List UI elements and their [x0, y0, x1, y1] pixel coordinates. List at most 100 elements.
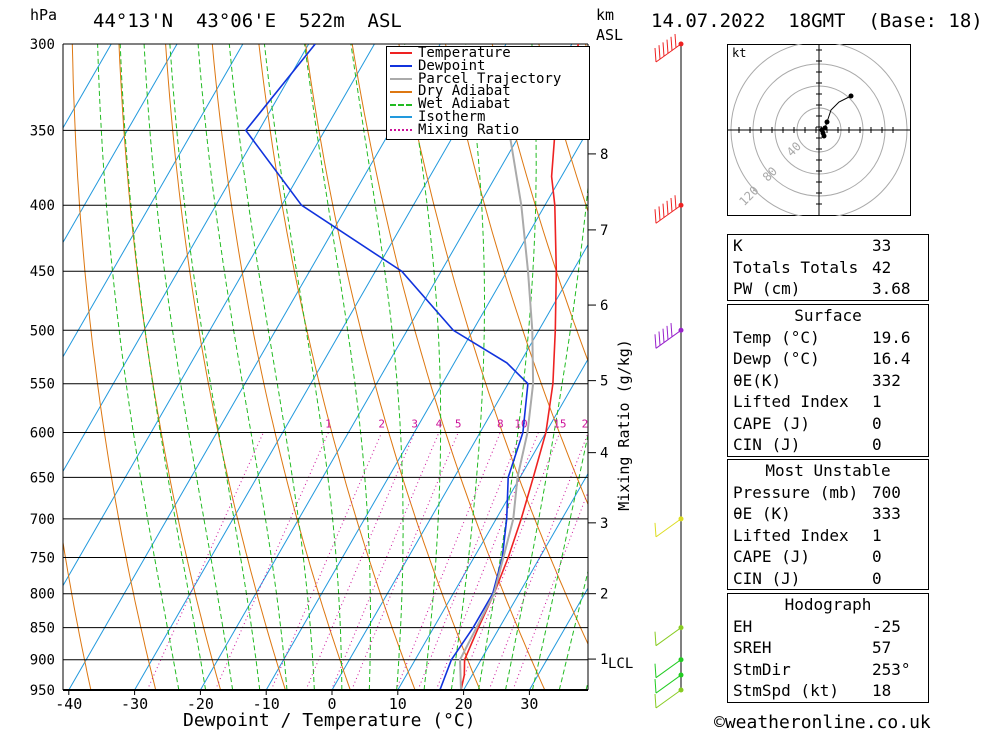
x-tick-label: 0	[327, 695, 336, 713]
surface-row: Temp (°C) 19.6	[728, 327, 928, 349]
wind-barb-staff	[655, 518, 682, 538]
wind-barb-staff	[655, 659, 682, 679]
most-unstable-label: CAPE (J)	[733, 547, 811, 566]
wind-barb-flag	[674, 195, 677, 210]
pressure-tick-label: 400	[30, 198, 55, 214]
x-tick-label: -10	[253, 695, 280, 713]
wind-barb-flag	[674, 33, 677, 49]
most-unstable-row: Pressure (mb) 700	[728, 482, 928, 504]
wind-barb-flag	[654, 663, 657, 678]
most-unstable-row: θE (K) 333	[728, 503, 928, 525]
hodograph-stat-value: -25	[872, 616, 901, 636]
hodograph-stat-value: 18	[872, 681, 892, 700]
dry-adiabat-line	[71, 44, 157, 690]
most-unstable-label: Pressure (mb)	[733, 482, 859, 502]
hodograph-unit: kt	[732, 46, 746, 60]
most-unstable-value: 1	[872, 525, 882, 545]
mixing-ratio-label: 4	[436, 417, 443, 430]
hodograph-table-title: Hodograph	[784, 595, 872, 614]
pressure-tick-label: 550	[30, 377, 55, 393]
hodograph-stat-row: StmSpd (kt) 18	[728, 680, 928, 702]
asl-unit-label: ASL	[596, 26, 624, 44]
most-unstable-row: CAPE (J) 0	[728, 546, 928, 568]
wind-barb-flag	[662, 203, 665, 218]
wind-barb-flag	[670, 323, 673, 338]
legend-item: Dry Adiabat	[387, 85, 589, 98]
lcl-label: LCL	[608, 656, 633, 672]
legend-label: Parcel Trajectory	[418, 70, 562, 87]
wet-adiabat-line	[143, 44, 234, 690]
legend-item: Wet Adiabat	[387, 97, 589, 111]
wet-adiabat-line	[532, 432, 588, 690]
legend-label: Dewpoint	[418, 57, 486, 74]
dry-adiabat-line	[445, 44, 588, 506]
isotherm-line	[63, 44, 112, 129]
isotherm-line	[331, 243, 588, 690]
surface-row: CAPE (J) 0	[728, 413, 928, 435]
hodograph-stat-row: StmDir 253°	[728, 659, 928, 681]
wind-barb	[654, 625, 684, 647]
hodograph-stat-label: StmDir	[733, 659, 791, 679]
wet-adiabat-line	[404, 44, 442, 690]
pressure-tick-label: 350	[30, 123, 55, 139]
mixing-ratio-label: 15	[553, 417, 566, 430]
mixing-ratio-label: 1	[325, 417, 332, 430]
surface-row: Dewp (°C) 16.4	[728, 348, 928, 370]
pressure-tick-label: 950	[30, 683, 55, 699]
wet-adiabat-line	[350, 44, 404, 690]
isotherm-line	[463, 472, 588, 690]
mixing-ratio-line	[488, 432, 588, 690]
wind-barb-flag	[658, 206, 661, 221]
isotherm-line	[63, 44, 178, 244]
dry-adiabat-line	[305, 44, 481, 690]
parcel-trajectory-line	[458, 62, 535, 690]
isotherm-line	[63, 44, 244, 358]
hpa-unit-label: hPa	[30, 6, 58, 24]
legend-label: Isotherm	[418, 108, 486, 125]
mixing-ratio-axis-label: Mixing Ratio (g/kg)	[615, 339, 633, 511]
surface-value: 16.4	[872, 349, 911, 368]
legend-item: Mixing Ratio	[387, 123, 589, 137]
x-axis-label: Dewpoint / Temperature (°C)	[183, 710, 476, 731]
wind-barb-flag	[658, 331, 661, 346]
totals-totals-row: Totals Totals 42	[733, 257, 892, 277]
wind-barb-flag	[670, 197, 673, 213]
legend-swatch	[390, 65, 412, 68]
wind-barb-flag	[670, 36, 673, 51]
legend-item: Isotherm	[387, 108, 589, 125]
x-tick-label: 30	[520, 695, 538, 713]
surface-label: Temp (°C)	[733, 327, 820, 347]
hodograph-stat-value: 57	[872, 638, 892, 657]
hodograph-stat-label: StmSpd (kt)	[733, 681, 839, 700]
wind-barb-staff	[655, 674, 682, 694]
hodograph-stat-label: SREH	[733, 638, 772, 657]
mixing-ratio-line	[395, 432, 501, 690]
dry-adiabat-line	[959, 44, 1000, 690]
mixing-ratio-line	[351, 432, 459, 690]
wet-adiabat-line	[450, 44, 485, 690]
copyright-footer: ©weatheronline.co.uk	[714, 712, 931, 733]
wind-barb	[654, 33, 684, 63]
wind-barb-flag	[654, 334, 657, 349]
wind-barb	[654, 516, 684, 538]
wind-barb-flag	[662, 42, 665, 57]
km-tick-label: 6	[600, 298, 608, 314]
station-location: 44°13'N 43°06'E 522m ASL	[93, 10, 402, 32]
forecast-datetime: 14.07.2022 18GMT (Base: 18)	[651, 10, 983, 32]
hodograph-point	[824, 119, 830, 125]
pressure-tick-label: 700	[30, 512, 55, 528]
dewpoint-line	[244, 44, 529, 690]
hodograph-stat-value: 253°	[872, 659, 911, 679]
pressure-tick-label: 750	[30, 551, 55, 567]
wind-barb-flag	[658, 45, 661, 60]
wet-adiabat-line	[304, 44, 371, 690]
chart-legend: Temperature Dewpoint Parcel Trajectory Dry …	[386, 46, 590, 140]
hodograph-stat-row: SREH 57	[728, 637, 928, 659]
indices-table: K 33 Totals Totals 42 PW (cm) 3.68	[727, 234, 929, 301]
pressure-tick-label: 500	[30, 323, 55, 339]
hodograph-table: Hodograph EH -25 SREH 57 StmDir 253° StmSpd (k…	[727, 593, 929, 703]
legend-item: Parcel Trajectory	[387, 70, 589, 87]
mixing-ratio-label: 3	[411, 417, 418, 430]
wind-barb	[654, 195, 684, 224]
surface-label: CIN (J)	[733, 435, 801, 454]
